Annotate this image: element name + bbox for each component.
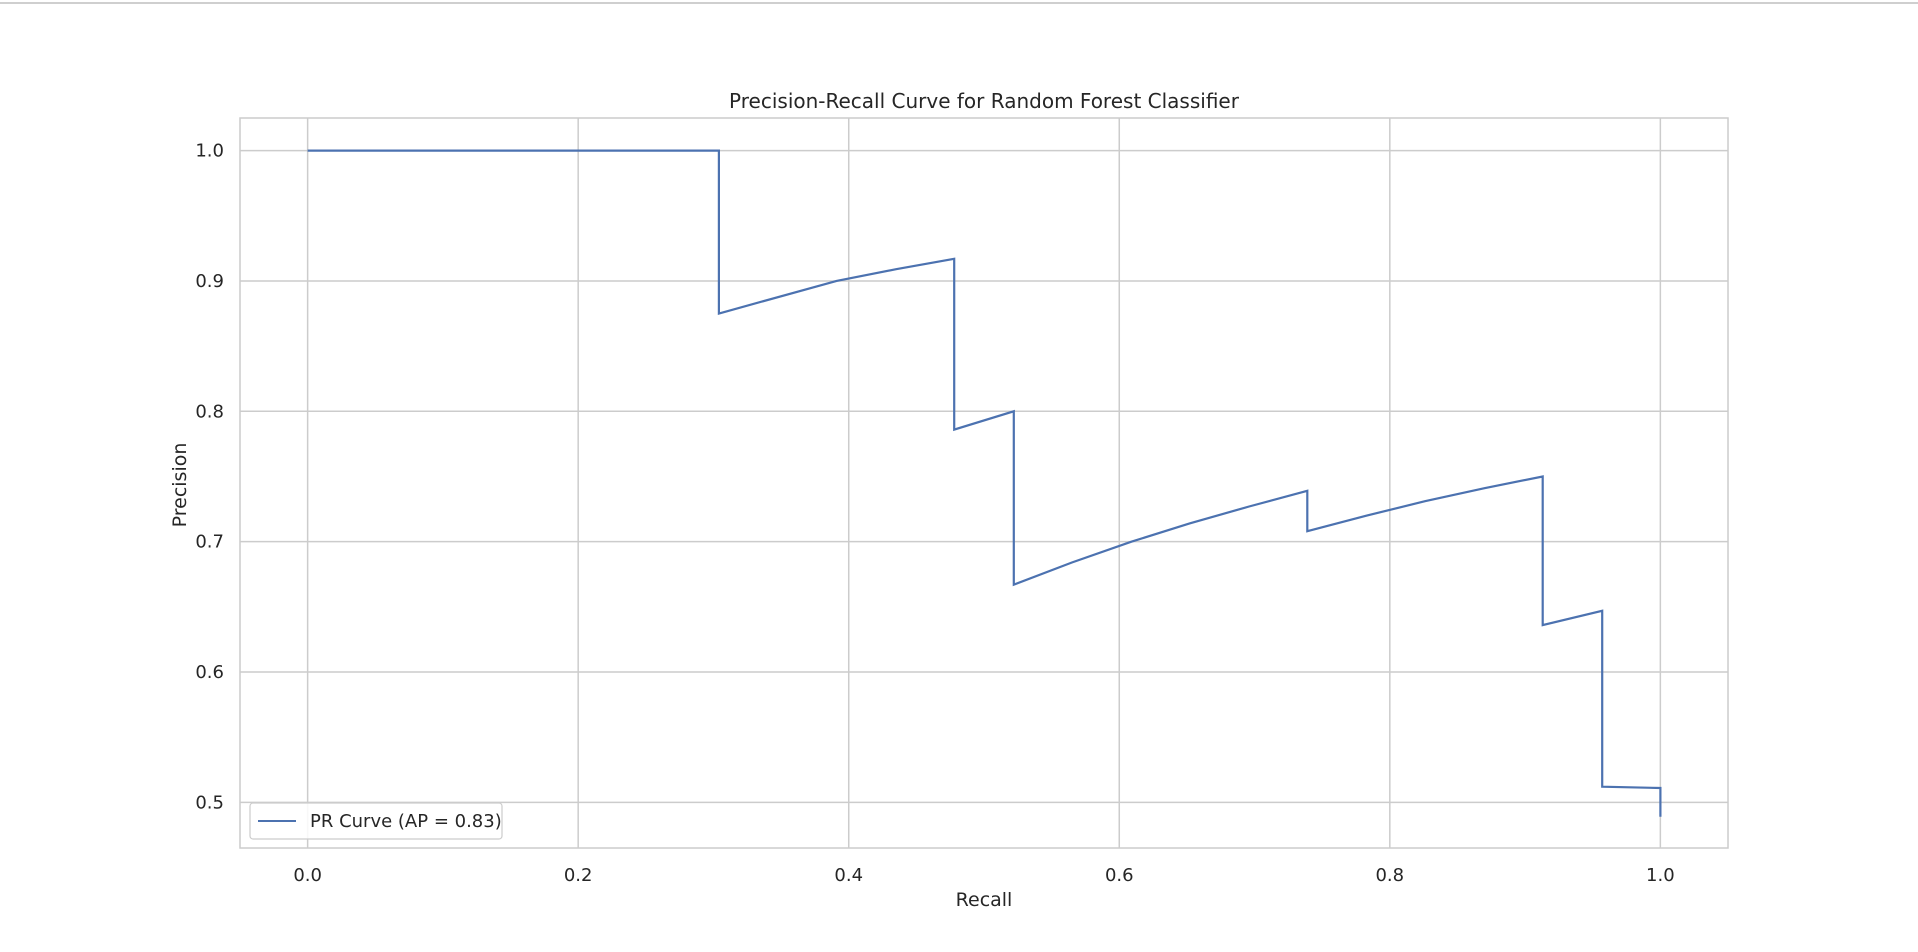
chart-title: Precision-Recall Curve for Random Forest… (729, 89, 1240, 113)
x-tick-label: 1.0 (1646, 865, 1675, 886)
y-axis-label: Precision (169, 443, 191, 528)
legend-box (249, 802, 503, 840)
x-tick-label: 0.8 (1375, 865, 1404, 886)
legend-label: PR Curve (AP = 0.83) (310, 811, 502, 832)
grid-layer (240, 118, 1728, 848)
tick-layer: 0.0 0.2 0.4 0.6 0.8 1.0 0.5 0.6 0.7 0.8 0.9 1.0 (195, 141, 1674, 886)
y-tick-label: 0.8 (195, 401, 224, 422)
x-tick-label: 0.0 (293, 865, 322, 886)
y-tick-label: 0.9 (195, 271, 224, 292)
y-tick-label: 1.0 (195, 141, 224, 162)
x-tick-label: 0.2 (564, 865, 593, 886)
series-layer (307, 149, 1662, 817)
x-axis-label: Recall (956, 889, 1013, 911)
y-tick-label: 0.6 (195, 662, 224, 683)
x-tick-label: 0.6 (1105, 865, 1134, 886)
plot-frame (239, 117, 1729, 849)
legend: PR Curve (AP = 0.83) (249, 802, 503, 840)
y-tick-label: 0.5 (195, 792, 224, 813)
pr-curve-line (307, 149, 1662, 817)
y-tick-label: 0.7 (195, 532, 224, 553)
x-tick-label: 0.4 (834, 865, 863, 886)
top-rule (0, 2, 1918, 4)
